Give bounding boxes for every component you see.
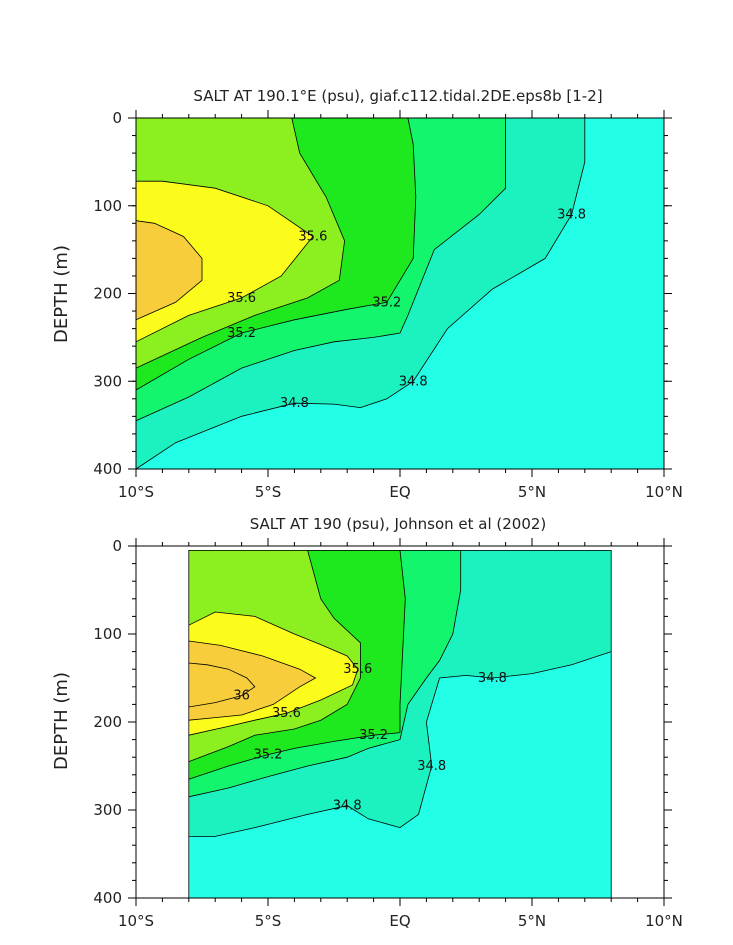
bottom-contour-35-6 bbox=[188, 611, 359, 736]
bottom-contour-35 bbox=[188, 550, 462, 798]
bottom-y-axis-label: DEPTH (m) bbox=[51, 672, 72, 770]
bottom-contour-label: 35.2 bbox=[254, 748, 283, 763]
bottom-y-tick-label: 200 bbox=[93, 713, 122, 731]
bottom-contour-label: 35.6 bbox=[272, 706, 301, 721]
top-axes: 10°S 5°S EQ 5°N 10°N 0 100 200 300 400 bbox=[93, 109, 683, 501]
bottom-x-tick-label: 5°N bbox=[518, 912, 546, 930]
bottom-contour-35-4 bbox=[188, 550, 361, 762]
top-contour-label: 35.2 bbox=[372, 295, 401, 310]
top-y-tick-label: 0 bbox=[112, 109, 122, 127]
bottom-y-tick-label: 400 bbox=[93, 889, 122, 907]
top-x-tick-label: 5°N bbox=[518, 483, 546, 501]
top-band-35-6 bbox=[136, 181, 313, 342]
bottom-contour-35-2 bbox=[188, 550, 406, 780]
top-y-tick-label: 300 bbox=[93, 372, 122, 390]
top-contour-35 bbox=[135, 118, 506, 422]
bottom-contour-34-8 bbox=[188, 651, 612, 837]
bottom-x-tick-label: EQ bbox=[389, 912, 410, 930]
top-contour-34-8 bbox=[135, 118, 586, 470]
top-contour-35-2 bbox=[135, 117, 417, 391]
top-x-tick-label: 10°S bbox=[118, 483, 154, 501]
top-contour-35-4 bbox=[135, 117, 346, 369]
top-contour-label: 35.6 bbox=[227, 291, 256, 306]
bottom-contour-label: 34.8 bbox=[478, 671, 507, 686]
top-x-tick-label: EQ bbox=[389, 483, 410, 501]
top-band-35-8 bbox=[136, 220, 202, 320]
top-x-tick-label: 10°N bbox=[645, 483, 683, 501]
bottom-y-tick-label: 300 bbox=[93, 801, 122, 819]
top-contour-35-6 bbox=[135, 180, 314, 343]
bottom-x-tick-label: 5°S bbox=[255, 912, 282, 930]
top-y-tick-label: 400 bbox=[93, 460, 122, 478]
bottom-panel: SALT AT 190 (psu), Johnson et al (2002) … bbox=[51, 515, 683, 930]
bottom-contour-label: 34.8 bbox=[417, 759, 446, 774]
bottom-contour-label: 35.6 bbox=[343, 662, 372, 677]
bottom-contour-label: 36 bbox=[233, 689, 250, 704]
top-contour-label: 35.6 bbox=[298, 229, 327, 244]
top-contour-label: 34.8 bbox=[399, 374, 428, 389]
top-plot-area: 35.6 35.6 35.2 35.2 34.8 34.8 34.8 bbox=[135, 117, 664, 470]
bottom-axes: 10°S 5°S EQ 5°N 10°N 0 100 200 300 400 bbox=[93, 537, 683, 930]
top-y-tick-label: 100 bbox=[93, 197, 122, 215]
top-contour-label: 34.8 bbox=[557, 208, 586, 223]
top-contour-label: 34.8 bbox=[280, 396, 309, 411]
bottom-x-tick-label: 10°N bbox=[645, 912, 683, 930]
bottom-contour-label: 35.2 bbox=[359, 728, 388, 743]
top-y-tick-label: 200 bbox=[93, 285, 122, 303]
bottom-chart-title: SALT AT 190 (psu), Johnson et al (2002) bbox=[250, 515, 547, 533]
top-x-tick-label: 5°S bbox=[255, 483, 282, 501]
bottom-contour-35-8 bbox=[188, 640, 317, 721]
top-chart-title: SALT AT 190.1°E (psu), giaf.c112.tidal.2… bbox=[193, 87, 602, 105]
top-contour-35-8 bbox=[135, 220, 203, 321]
top-panel: SALT AT 190.1°E (psu), giaf.c112.tidal.2… bbox=[51, 87, 683, 501]
top-contour-label: 35.2 bbox=[227, 326, 256, 341]
bottom-y-tick-label: 0 bbox=[112, 537, 122, 555]
bottom-contour-label: 34.8 bbox=[333, 799, 362, 814]
top-y-axis-label: DEPTH (m) bbox=[51, 245, 72, 343]
bottom-x-tick-label: 10°S bbox=[118, 912, 154, 930]
bottom-y-tick-label: 100 bbox=[93, 625, 122, 643]
bottom-contour-36 bbox=[188, 662, 256, 708]
bottom-plot-area: 35.6 36 35.6 35.2 35.2 34.8 34.8 34.8 bbox=[188, 550, 612, 899]
